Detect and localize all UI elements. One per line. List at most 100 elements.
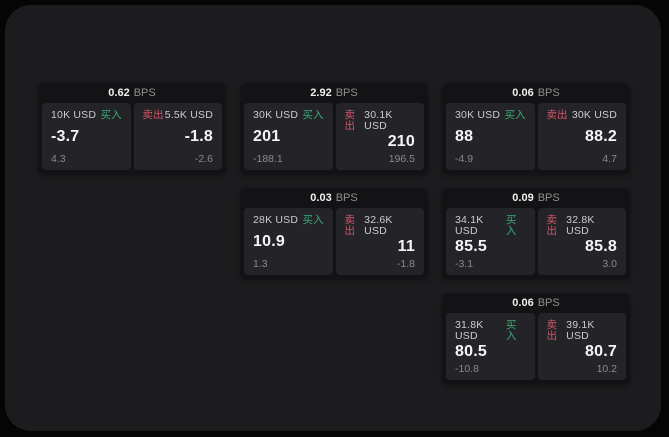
sell-panel[interactable]: 卖出 39.1K USD 80.7 10.2 bbox=[537, 313, 626, 380]
bps-unit-label: BPS bbox=[133, 86, 156, 99]
sell-panel[interactable]: 卖出 30.1K USD 210 196.5 bbox=[335, 103, 424, 170]
sell-delta: -2.6 bbox=[194, 152, 213, 165]
buy-amount: 34.1K USD bbox=[455, 214, 484, 237]
buy-side-label: 买入 bbox=[504, 109, 526, 121]
buy-price: 85.5 bbox=[455, 238, 487, 256]
sell-panel[interactable]: 卖出 32.8K USD 85.8 3.0 bbox=[537, 208, 626, 275]
sell-side-label: 卖出 bbox=[344, 214, 356, 237]
quote-card: 0.03 BPS 28K USD 买入 10.9 1.3 卖出 32.6K US… bbox=[240, 188, 428, 279]
sell-side-label: 卖出 bbox=[546, 319, 558, 342]
buy-delta: -3.1 bbox=[455, 257, 474, 270]
sell-panel[interactable]: 卖出 32.6K USD 11 -1.8 bbox=[335, 208, 424, 275]
bps-unit-label: BPS bbox=[537, 86, 560, 99]
sell-price: 11 bbox=[397, 238, 415, 256]
buy-delta: 4.3 bbox=[51, 152, 66, 165]
spread-header: 2.92 BPS bbox=[244, 83, 424, 103]
sell-price: 85.8 bbox=[585, 238, 617, 256]
buy-delta: 1.3 bbox=[253, 257, 268, 270]
quote-panels: 34.1K USD 买入 85.5 -3.1 卖出 32.8K USD 85.8… bbox=[446, 208, 626, 275]
quote-panels: 30K USD 买入 201 -188.1 卖出 30.1K USD 210 1… bbox=[244, 103, 424, 170]
sell-amount: 30K USD bbox=[571, 109, 617, 121]
spread-value: 2.92 bbox=[310, 86, 332, 99]
spread-value: 0.62 bbox=[108, 86, 130, 99]
buy-side-label: 买入 bbox=[100, 109, 122, 121]
quote-card: 0.06 BPS 31.8K USD 买入 80.5 -10.8 卖出 39.1… bbox=[442, 293, 630, 384]
quote-panels: 28K USD 买入 10.9 1.3 卖出 32.6K USD 11 -1.8 bbox=[244, 208, 424, 275]
quote-panels: 10K USD 买入 -3.7 4.3 卖出 5.5K USD -1.8 -2.… bbox=[42, 103, 222, 170]
sell-side-label: 卖出 bbox=[546, 109, 568, 121]
buy-panel[interactable]: 30K USD 买入 88 -4.9 bbox=[446, 103, 535, 170]
buy-price: -3.7 bbox=[51, 128, 80, 145]
sell-panel-top: 卖出 39.1K USD bbox=[547, 320, 618, 341]
sell-delta: 4.7 bbox=[602, 152, 617, 165]
sell-amount: 32.6K USD bbox=[364, 214, 393, 237]
buy-amount: 28K USD bbox=[253, 214, 299, 226]
buy-panel[interactable]: 34.1K USD 买入 85.5 -3.1 bbox=[446, 208, 535, 275]
quote-panels: 31.8K USD 买入 80.5 -10.8 卖出 39.1K USD 80.… bbox=[446, 313, 626, 380]
buy-panel-top: 34.1K USD 买入 bbox=[455, 215, 526, 236]
sell-delta: 196.5 bbox=[388, 152, 415, 165]
buy-panel-top: 30K USD 买入 bbox=[455, 110, 526, 121]
spread-header: 0.06 BPS bbox=[446, 83, 626, 103]
quote-card: 0.09 BPS 34.1K USD 买入 85.5 -3.1 卖出 32.8K… bbox=[442, 188, 630, 279]
sell-amount: 30.1K USD bbox=[364, 109, 393, 132]
buy-side-label: 买入 bbox=[302, 214, 324, 226]
buy-panel[interactable]: 31.8K USD 买入 80.5 -10.8 bbox=[446, 313, 535, 380]
buy-price: 201 bbox=[253, 128, 281, 145]
bps-unit-label: BPS bbox=[335, 86, 358, 99]
sell-price: 210 bbox=[387, 133, 415, 151]
sell-panel[interactable]: 卖出 30K USD 88.2 4.7 bbox=[537, 103, 626, 170]
buy-side-label: 买入 bbox=[302, 109, 324, 121]
sell-price: 88.2 bbox=[585, 128, 617, 145]
sell-panel-top: 卖出 30K USD bbox=[547, 110, 618, 121]
spread-header: 0.62 BPS bbox=[42, 83, 222, 103]
sell-amount: 39.1K USD bbox=[566, 319, 595, 342]
buy-amount: 31.8K USD bbox=[455, 319, 484, 342]
buy-panel-top: 28K USD 买入 bbox=[253, 215, 324, 226]
buy-panel-top: 30K USD 买入 bbox=[253, 110, 324, 121]
spread-value: 0.06 bbox=[512, 86, 534, 99]
sell-panel-top: 卖出 5.5K USD bbox=[143, 110, 214, 121]
quote-panels: 30K USD 买入 88 -4.9 卖出 30K USD 88.2 4.7 bbox=[446, 103, 626, 170]
sell-amount: 5.5K USD bbox=[164, 109, 213, 121]
sell-price: 80.7 bbox=[585, 343, 617, 361]
bps-unit-label: BPS bbox=[335, 191, 358, 204]
buy-delta: -4.9 bbox=[455, 152, 474, 165]
quote-card: 0.06 BPS 30K USD 买入 88 -4.9 卖出 30K USD 8… bbox=[442, 83, 630, 174]
spread-value: 0.03 bbox=[310, 191, 332, 204]
buy-amount: 10K USD bbox=[51, 109, 97, 121]
spread-header: 0.09 BPS bbox=[446, 188, 626, 208]
buy-amount: 30K USD bbox=[253, 109, 299, 121]
buy-side-label: 买入 bbox=[505, 214, 517, 237]
buy-panel-top: 31.8K USD 买入 bbox=[455, 320, 526, 341]
buy-price: 10.9 bbox=[253, 233, 285, 250]
sell-delta: -1.8 bbox=[396, 257, 415, 270]
sell-panel[interactable]: 卖出 5.5K USD -1.8 -2.6 bbox=[133, 103, 222, 170]
spread-header: 0.03 BPS bbox=[244, 188, 424, 208]
sell-delta: 10.2 bbox=[596, 362, 617, 375]
bps-unit-label: BPS bbox=[537, 191, 560, 204]
quote-card-grid: 0.62 BPS 10K USD 买入 -3.7 4.3 卖出 5.5K USD… bbox=[38, 83, 630, 384]
buy-panel-top: 10K USD 买入 bbox=[51, 110, 122, 121]
sell-side-label: 卖出 bbox=[344, 109, 356, 132]
sell-amount: 32.8K USD bbox=[566, 214, 595, 237]
sell-panel-top: 卖出 32.8K USD bbox=[547, 215, 618, 236]
bps-unit-label: BPS bbox=[537, 296, 560, 309]
buy-panel[interactable]: 28K USD 买入 10.9 1.3 bbox=[244, 208, 333, 275]
quote-card: 0.62 BPS 10K USD 买入 -3.7 4.3 卖出 5.5K USD… bbox=[38, 83, 226, 174]
spread-header: 0.06 BPS bbox=[446, 293, 626, 313]
sell-delta: 3.0 bbox=[602, 257, 617, 270]
buy-panel[interactable]: 30K USD 买入 201 -188.1 bbox=[244, 103, 333, 170]
buy-amount: 30K USD bbox=[455, 109, 501, 121]
buy-panel[interactable]: 10K USD 买入 -3.7 4.3 bbox=[42, 103, 131, 170]
buy-side-label: 买入 bbox=[505, 319, 517, 342]
spread-value: 0.09 bbox=[512, 191, 534, 204]
sell-side-label: 卖出 bbox=[142, 109, 164, 121]
buy-delta: -188.1 bbox=[253, 152, 283, 165]
quote-card: 2.92 BPS 30K USD 买入 201 -188.1 卖出 30.1K … bbox=[240, 83, 428, 174]
sell-panel-top: 卖出 32.6K USD bbox=[345, 215, 416, 236]
app-surface: 0.62 BPS 10K USD 买入 -3.7 4.3 卖出 5.5K USD… bbox=[5, 5, 661, 431]
spread-value: 0.06 bbox=[512, 296, 534, 309]
sell-price: -1.8 bbox=[184, 128, 213, 145]
sell-side-label: 卖出 bbox=[546, 214, 558, 237]
